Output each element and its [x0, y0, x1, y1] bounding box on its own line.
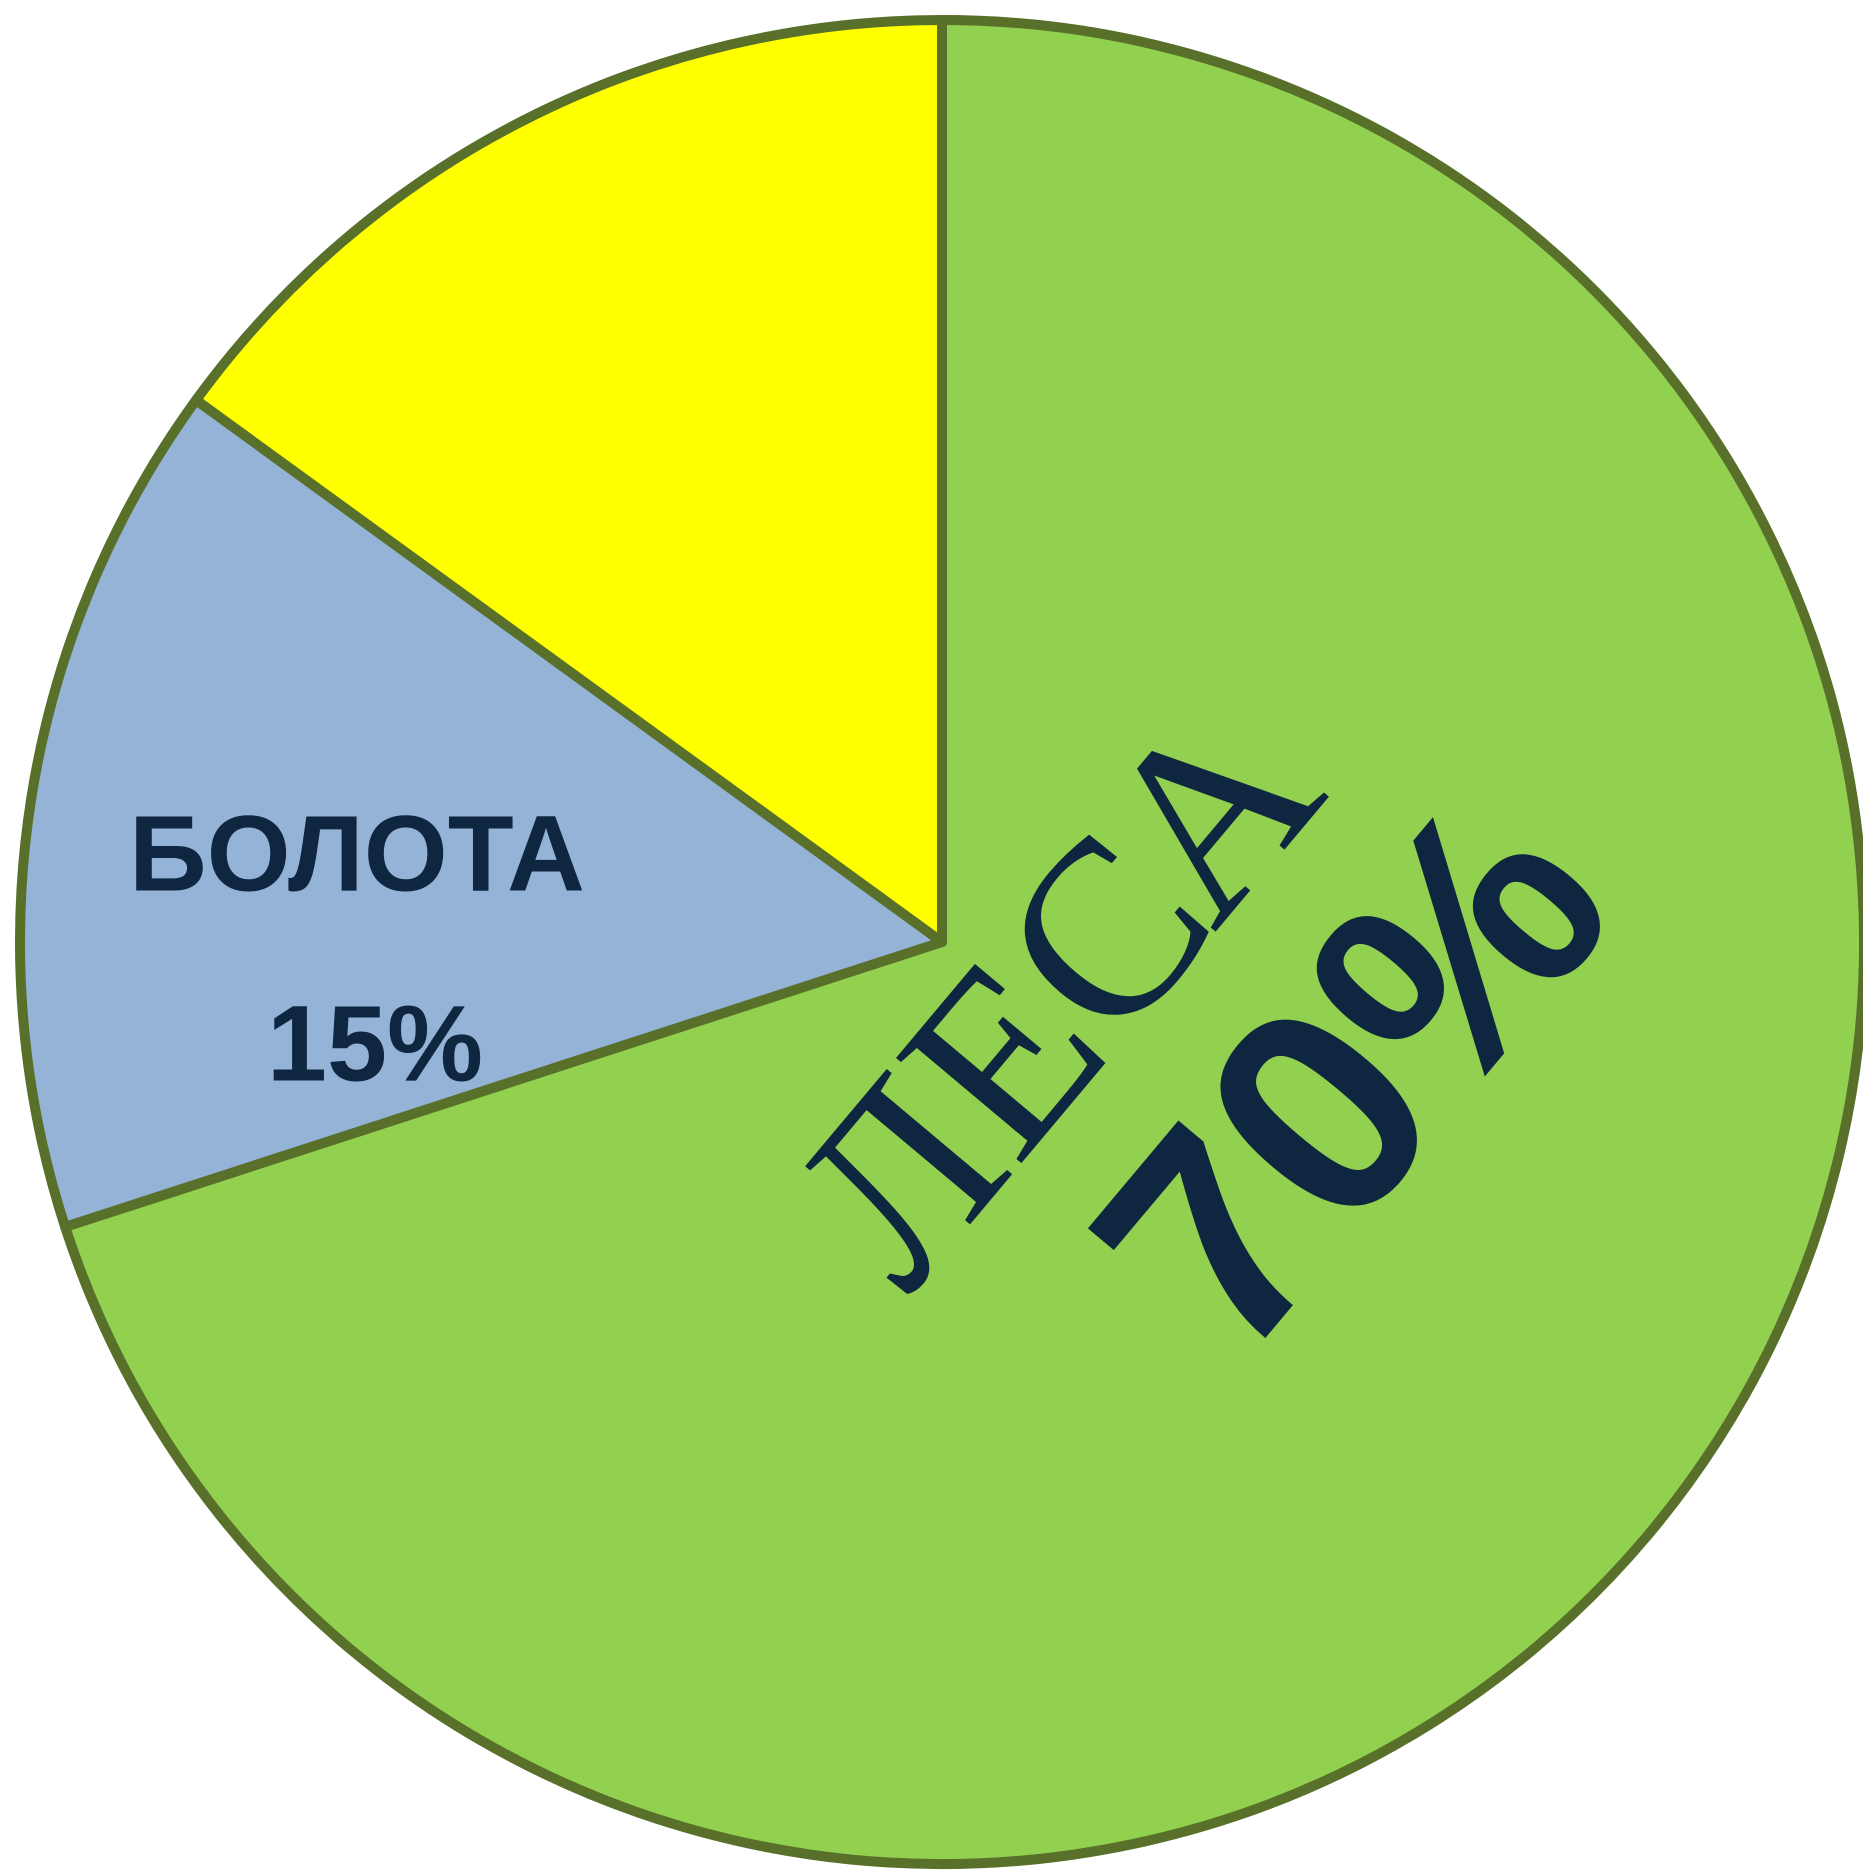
- pie-slice: [15, 395, 947, 1232]
- slice-name: БОЛОТА: [129, 793, 585, 914]
- pie-slice: [191, 15, 947, 947]
- slice-value: 15%: [267, 983, 483, 1104]
- pie-slice: [60, 15, 1863, 1869]
- slice-label: БОЛОТА 15%: [129, 793, 585, 1104]
